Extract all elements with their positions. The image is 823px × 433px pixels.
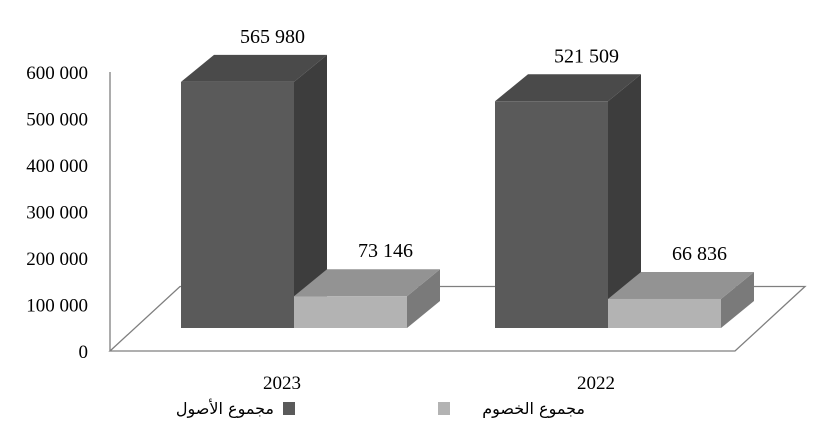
bar: [294, 269, 440, 328]
bar-front-face: [608, 298, 721, 328]
y-tick-label: 100 000: [26, 296, 88, 317]
y-tick-label: 300 000: [26, 203, 88, 224]
data-label: 73 146: [358, 240, 413, 262]
bar-front-face: [294, 296, 407, 328]
floor-plane: [108, 285, 807, 352]
x-axis-category-labels: 2023 2022: [263, 373, 615, 394]
legend: مجموع الأصول مجموع الخصوم: [176, 398, 585, 419]
bar-top-face: [495, 74, 641, 102]
data-label: 521 509: [554, 45, 619, 67]
data-labels: 565 980 73 146 521 509 66 836: [240, 26, 727, 265]
bar: [608, 271, 754, 328]
x-tick-label: 2022: [577, 373, 615, 394]
data-label: 565 980: [240, 26, 305, 48]
bar-top-face: [294, 269, 440, 297]
bar-side-face: [721, 271, 754, 328]
bar: [181, 54, 327, 328]
x-tick-label: 2023: [263, 373, 301, 394]
bar-side-face: [407, 269, 440, 328]
legend-item: مجموع الخصوم: [438, 399, 585, 419]
bar-front-face: [495, 101, 608, 328]
bar-front-face: [181, 81, 294, 328]
y-axis-tick-labels: 0 100 000 200 000 300 000 400 000 500 000 600 …: [26, 63, 88, 363]
data-label: 66 836: [672, 243, 727, 265]
bar-side-face: [294, 54, 327, 328]
y-tick-label: 200 000: [26, 249, 88, 270]
chart-bars: [181, 54, 754, 328]
y-tick-label: 600 000: [26, 63, 88, 84]
bar-side-face: [608, 74, 641, 328]
legend-swatch: [438, 402, 450, 415]
chart-axes: [108, 72, 807, 352]
bar-top-face: [608, 271, 754, 299]
y-tick-label: 0: [79, 342, 89, 363]
y-tick-label: 400 000: [26, 156, 88, 177]
bar: [495, 74, 641, 328]
legend-item: مجموع الأصول: [176, 398, 295, 419]
bar-top-face: [181, 54, 327, 82]
y-tick-label: 500 000: [26, 110, 88, 131]
legend-swatch: [283, 402, 295, 415]
legend-label: مجموع الأصول: [176, 398, 274, 419]
legend-label: مجموع الخصوم: [482, 399, 585, 419]
